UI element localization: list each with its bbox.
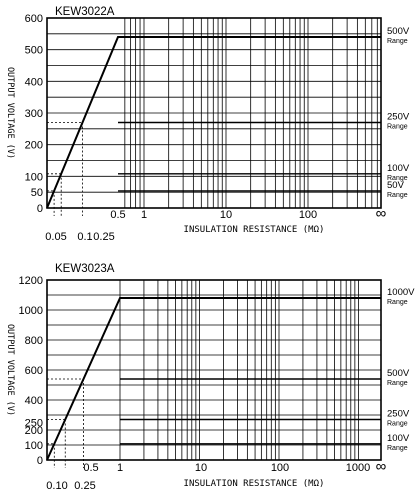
y-tick-label: 50 bbox=[31, 187, 43, 199]
data-series-line bbox=[46, 36, 381, 209]
x-tick-label: ∞ bbox=[376, 205, 387, 222]
y-tick-label: 250 bbox=[25, 418, 43, 430]
y-axis-label: OUTPUT VOLTAGE (V) bbox=[5, 324, 15, 416]
x-tick-label: 0.5 bbox=[110, 209, 125, 221]
x-tick-label: 1 bbox=[141, 209, 147, 221]
x-tick-label: 1 bbox=[117, 462, 123, 474]
y-tick-label: 1200 bbox=[19, 275, 43, 287]
range-label: 100V bbox=[387, 163, 410, 174]
horizontal-gridlines bbox=[47, 33, 381, 193]
y-axis-label: OUTPUT VOLTAGE (V) bbox=[5, 67, 15, 159]
range-label: 250V bbox=[387, 409, 410, 420]
x-tick-label: 10 bbox=[195, 462, 207, 474]
x-tick-label: 10 bbox=[220, 209, 232, 221]
x-tick-label: 100 bbox=[299, 209, 317, 221]
x-tick-sublabel: 0.1 bbox=[77, 231, 92, 243]
horizontal-gridlines bbox=[47, 294, 381, 446]
range-label: 250V bbox=[387, 112, 410, 123]
y-tick-label: 400 bbox=[25, 76, 43, 88]
y-tick-label: 500 bbox=[25, 45, 43, 57]
range-label: 50V bbox=[387, 180, 405, 191]
y-tick-label: 100 bbox=[25, 171, 43, 183]
y-tick-label: 200 bbox=[25, 140, 43, 152]
y-tick-label: 1000 bbox=[19, 305, 43, 317]
range-label: 1000V bbox=[387, 287, 415, 298]
x-tick-sublabel: 0.25 bbox=[93, 231, 114, 243]
x-tick-sublabel: 0.25 bbox=[74, 480, 95, 492]
y-tick-label: 600 bbox=[25, 13, 43, 25]
range-sublabel: Range bbox=[387, 38, 408, 45]
y-tick-label: 0 bbox=[37, 203, 43, 215]
x-tick-sublabel: 0.05 bbox=[45, 231, 66, 243]
range-sublabel: Range bbox=[387, 380, 408, 387]
y-tick-label: 400 bbox=[25, 395, 43, 407]
x-tick-sublabel: 0.10 bbox=[46, 480, 67, 492]
y-tick-label: 300 bbox=[25, 108, 43, 120]
chart-panel-1: KEW3022A500VRange250VRange100VRange50VRa… bbox=[5, 6, 410, 243]
y-tick-label: 600 bbox=[25, 365, 43, 377]
y-tick-label: 800 bbox=[25, 335, 43, 347]
y-tick-label: 200 bbox=[25, 425, 43, 437]
range-sublabel: Range bbox=[387, 192, 408, 199]
x-tick-label: ∞ bbox=[376, 458, 387, 475]
x-tick-label: 0.5 bbox=[83, 462, 98, 474]
y-tick-label: 0 bbox=[37, 455, 43, 467]
range-sublabel: Range bbox=[387, 299, 408, 306]
range-sublabel: Range bbox=[387, 124, 408, 131]
chart-panel-2: KEW3023A1000VRange500VRange250VRange100V… bbox=[5, 263, 415, 492]
range-label: 500V bbox=[387, 368, 410, 379]
x-axis-label: INSULATION RESISTANCE (MΩ) bbox=[184, 479, 325, 489]
chart-title: KEW3023A bbox=[55, 263, 115, 275]
range-sublabel: Range bbox=[387, 175, 408, 182]
range-sublabel: Range bbox=[387, 421, 408, 428]
range-label: 500V bbox=[387, 26, 410, 37]
x-tick-label: 1000 bbox=[346, 462, 370, 474]
range-sublabel: Range bbox=[387, 445, 408, 452]
x-axis-label: INSULATION RESISTANCE (MΩ) bbox=[184, 225, 325, 235]
x-tick-label: 100 bbox=[271, 462, 289, 474]
y-tick-label: 100 bbox=[25, 440, 43, 452]
range-label: 100V bbox=[387, 433, 410, 444]
data-series-line bbox=[46, 297, 381, 461]
chart-title: KEW3022A bbox=[55, 6, 115, 18]
